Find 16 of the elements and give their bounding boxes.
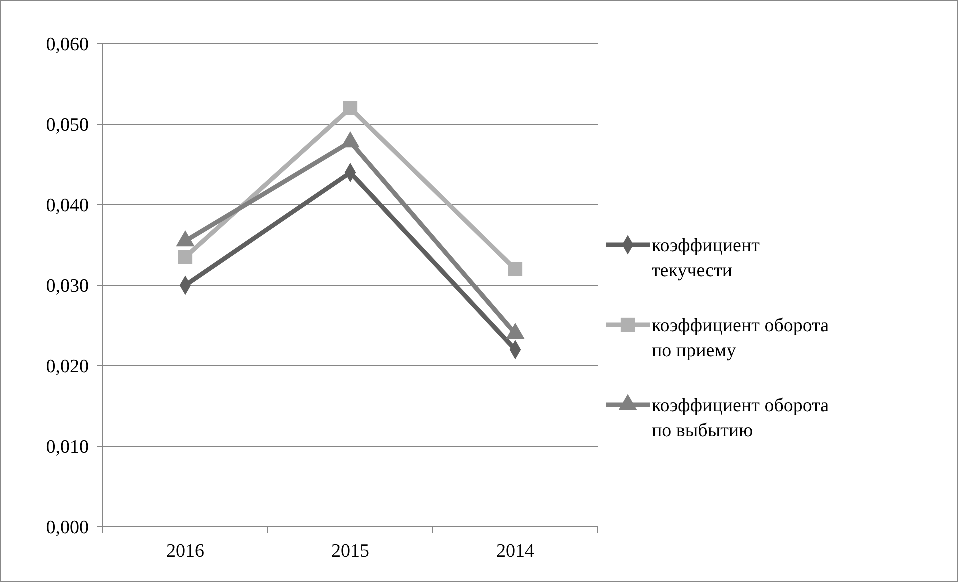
legend-label: коэффициент оборота по приему: [652, 316, 830, 362]
y-tick-label: 0,050: [46, 115, 89, 136]
y-tick-label: 0,060: [46, 34, 89, 56]
point: [178, 250, 193, 264]
x-tick-label: 2014: [496, 541, 535, 562]
y-tick-label: 0,040: [46, 196, 89, 217]
y-tick-label: 0,030: [46, 276, 89, 298]
x-tick-label: 2015: [332, 541, 370, 562]
y-tick-label: 0,000: [46, 518, 89, 539]
point: [343, 101, 358, 116]
legend-label: коэффициент текучести: [652, 236, 761, 282]
legend-label: коэффициент оборота по выбытию: [652, 396, 830, 442]
x-tick-label: 2016: [166, 541, 204, 562]
y-tick-label: 0,010: [46, 437, 89, 458]
y-tick-label: 0,020: [46, 356, 89, 378]
point: [508, 262, 523, 276]
